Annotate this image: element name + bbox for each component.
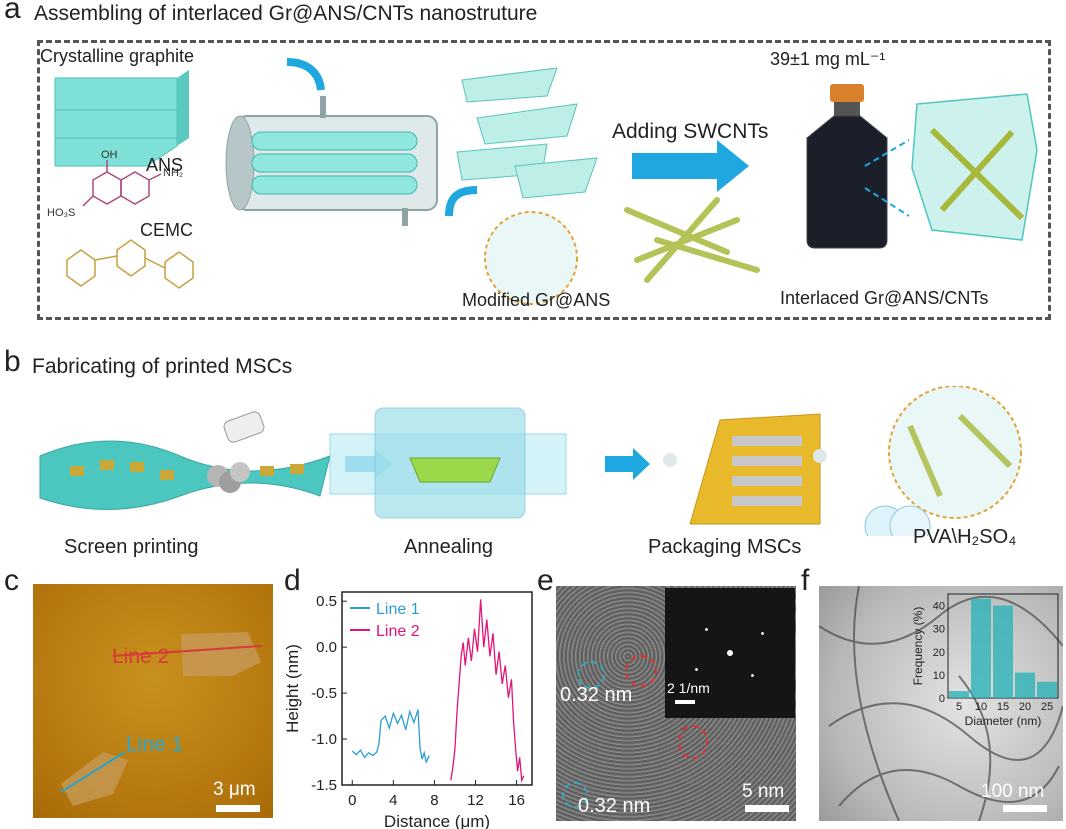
x-tick-label: 0 [348, 792, 356, 809]
modified-gr-ans-label: Modified Gr@ANS [462, 290, 611, 310]
ans-molecule-icon [82, 160, 162, 207]
y-tick-label: -0.5 [311, 685, 337, 702]
ring-mid [678, 725, 708, 759]
x-tick-label: 8 [430, 792, 438, 809]
hist-bar [971, 598, 991, 698]
x-tick-label: 16 [508, 792, 525, 809]
plot-frame [341, 591, 533, 786]
tem-scale-label: 100 nm [981, 781, 1045, 802]
hist-x-tick-label: 5 [956, 701, 962, 713]
panel-b-letter: b [4, 345, 21, 378]
hrtem-scale-bar [745, 805, 789, 812]
panel-e-letter: e [537, 564, 554, 597]
legend-label-1: Line 1 [376, 601, 420, 618]
hist-x-tick-label: 15 [997, 701, 1009, 713]
panel-a-title: Assembling of interlaced Gr@ANS/CNTs nan… [34, 2, 538, 25]
interlaced-label: Interlaced Gr@ANS/CNTs [780, 288, 989, 308]
height-profile-chart: 0 4 8 12 16 -1.5 -1.0 -0.5 0.0 0.5 Distance (μm) He… [283, 591, 533, 829]
y-tick-label: 0.5 [316, 593, 337, 610]
hist-x-tick-label: 20 [1019, 701, 1031, 713]
interlaced-network-icon [911, 93, 1038, 241]
afm-scale-label: 3 μm [213, 779, 256, 800]
saed-inset: 2 1/nm [665, 588, 795, 718]
afm-line1-label: Line 1 [126, 733, 184, 756]
y-axis-label: Height (nm) [283, 644, 302, 733]
output-arrow-icon [445, 186, 478, 217]
adding-swcnts-label: Adding SWCNTs [612, 120, 769, 143]
hist-y-tick-label: 20 [933, 647, 945, 659]
hist-bar [1015, 672, 1035, 698]
series-line-2 [450, 599, 525, 783]
graphene-zoom-circle [484, 211, 578, 305]
big-arrow-icon [632, 140, 749, 192]
panel-b-illustration [39, 386, 1022, 536]
panel-b-title: Fabricating of printed MSCs [32, 355, 293, 378]
nh2-label: NH₂ [163, 167, 183, 179]
ho3s-label: HO₃S [47, 207, 75, 219]
panel-a-illustration: OH NH₂ HO₃S [47, 58, 1038, 305]
concentration-label: 39±1 mg mL⁻¹ [770, 49, 886, 69]
cemc-label: CEMC [140, 220, 193, 240]
tem-scale-bar [1003, 805, 1047, 812]
hist-y-tick-label: 40 [933, 601, 945, 613]
hist-bar [949, 691, 969, 698]
afm-scale-bar [216, 805, 260, 812]
x-tick-label: 4 [389, 792, 397, 809]
afm-overlay [60, 632, 262, 806]
diameter-histogram-chart: 5 10 15 20 25 0 10 20 30 40 Diameter (nm) Frequency… [911, 593, 1059, 728]
panel-a-letter: a [4, 0, 21, 25]
step-screen-printing: Screen printing [64, 536, 199, 558]
graphene-sheets-icon [456, 67, 598, 199]
y-tick-label: -1.5 [311, 777, 337, 794]
step-annealing: Annealing [404, 536, 493, 558]
annealing-tube-icon [329, 407, 567, 519]
hist-y-axis-label: Frequency (%) [911, 607, 925, 686]
saed-scale-label: 2 1/nm [667, 680, 710, 696]
electrolyte-label: PVA\H₂SO₄ [913, 526, 1017, 548]
hist-y-tick-label: 0 [939, 693, 945, 705]
hist-x-axis-label: Diameter (nm) [965, 714, 1042, 728]
oh-label: OH [101, 149, 118, 161]
crystalline-graphite-label: Crystalline graphite [40, 46, 195, 66]
ball-mill-icon [225, 96, 438, 226]
panel-a-dashed-frame [37, 40, 1051, 320]
lattice-ring-2 [562, 782, 588, 808]
input-arrow-icon [286, 58, 325, 91]
panel-c-letter: c [4, 564, 19, 597]
device-zoom-circle [888, 386, 1022, 519]
hist-bar [1037, 681, 1057, 698]
ring-top [625, 655, 657, 687]
series-line-1 [351, 709, 430, 764]
printing-substrate-icon [39, 411, 331, 511]
step-packaging: Packaging MSCs [648, 536, 802, 558]
x-axis-label: Distance (μm) [384, 812, 490, 829]
hrtem-scale-label: 5 nm [742, 781, 785, 802]
arrow-2-icon [605, 448, 650, 480]
hist-x-tick-label: 10 [975, 701, 987, 713]
panel-f-letter: f [801, 564, 810, 597]
msc-device-icon [663, 413, 827, 525]
ans-label: ANS [146, 155, 184, 175]
y-tick-label: 0.0 [316, 639, 337, 656]
cemc-molecule-icon [66, 239, 194, 289]
hist-y-tick-label: 30 [933, 624, 945, 636]
panel-d-letter: d [284, 564, 301, 597]
swcnt-bundle-icon [624, 197, 760, 283]
hist-y-tick-label: 10 [933, 670, 945, 682]
lattice-label-1: 0.32 nm [560, 684, 633, 706]
lattice-ring-1 [577, 661, 605, 689]
lattice-label-2: 0.32 nm [578, 795, 651, 817]
hist-x-tick-label: 25 [1041, 701, 1053, 713]
y-tick-label: -1.0 [311, 731, 337, 748]
graphite-block-icon [54, 70, 189, 167]
tem-cnt-overlay [819, 586, 1063, 821]
afm-line2-label: Line 2 [112, 645, 170, 668]
dispersion-bottle-icon [806, 84, 888, 249]
hist-bar [993, 605, 1013, 698]
legend-label-2: Line 2 [376, 623, 420, 640]
x-tick-label: 12 [467, 792, 484, 809]
